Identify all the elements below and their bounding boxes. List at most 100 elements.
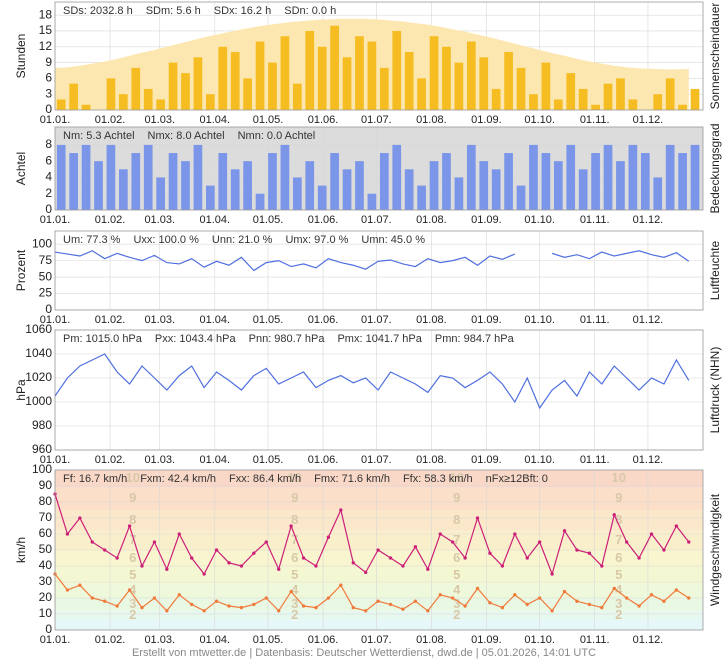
bar [342, 57, 352, 110]
beaufort-band [55, 487, 703, 510]
y-tick-label: 60 [39, 526, 53, 540]
y-axis-label: hPa [14, 379, 28, 401]
y-tick-label: 0 [45, 102, 52, 116]
y-tick-label: 6 [45, 71, 52, 85]
beaufort-label: 8 [129, 512, 136, 527]
bar [243, 78, 252, 110]
bar [81, 144, 91, 210]
y-tick-label: 25 [39, 286, 53, 300]
x-tick-label: 01.02. [95, 314, 126, 326]
y-tick-label: 980 [32, 418, 52, 432]
x-tick-label: 01.11. [580, 314, 610, 326]
bar [429, 36, 439, 110]
plot-background [55, 330, 703, 450]
beaufort-label: 2 [615, 607, 622, 622]
line [53, 492, 691, 576]
line [54, 353, 690, 410]
bar [442, 46, 451, 110]
stat-text: Ff: 16.7 km/h [63, 473, 127, 485]
x-tick-label: 01.06. [308, 114, 339, 126]
stat-text: Pm: 1015.0 hPa [63, 333, 143, 345]
x-tick-label: 01.07. [361, 214, 392, 226]
bar [479, 57, 489, 110]
side-label: Windgeschwindigkeit [708, 493, 722, 606]
beaufort-band [55, 470, 703, 488]
x-tick-label: 01.03. [144, 314, 175, 326]
bar [529, 94, 538, 110]
beaufort-label: 10 [450, 470, 464, 485]
bar [678, 153, 687, 210]
x-tick-label: 01.03. [144, 214, 175, 226]
x-tick-label: 01.02. [95, 114, 126, 126]
bar [230, 52, 240, 110]
beaufort-band [55, 583, 703, 598]
stat-text: SDn: 0.0 h [284, 5, 336, 17]
y-tick-label: 20 [39, 590, 53, 604]
y-tick-label: 1020 [25, 370, 52, 384]
bar [504, 153, 513, 210]
bar [516, 185, 526, 210]
x-tick-label: 01.01. [40, 634, 71, 646]
x-tick-label: 01.09. [471, 454, 502, 466]
beaufort-label: 9 [291, 490, 298, 505]
bar [578, 88, 588, 110]
beaufort-label: 2 [129, 607, 136, 622]
bar [529, 144, 538, 210]
beaufort-band [55, 510, 703, 531]
bar [106, 78, 116, 110]
bar [255, 41, 265, 111]
x-tick-label: 01.04. [199, 214, 230, 226]
stat-text: Uxx: 100.0 % [133, 234, 199, 246]
bar [379, 153, 389, 210]
y-tick-label: 80 [39, 494, 53, 508]
bar [553, 161, 563, 210]
x-tick-label: 01.02. [95, 634, 126, 646]
x-tick-label: 01.11. [580, 454, 610, 466]
x-tick-label: 01.11. [580, 114, 610, 126]
y-tick-label: 9 [45, 55, 52, 69]
bar [94, 161, 103, 210]
stat-text: Fxm: 42.4 km/h [140, 473, 216, 485]
x-tick-label: 01.10. [524, 454, 555, 466]
x-tick-label: 01.02. [95, 454, 126, 466]
beaufort-label: 9 [615, 490, 622, 505]
bar [442, 153, 451, 210]
x-tick-label: 01.07. [361, 114, 392, 126]
y-tick-label: 8 [45, 137, 52, 151]
stat-text: nFx≥12Bft: 0 [486, 473, 548, 485]
bar [355, 161, 364, 210]
bar [168, 62, 178, 110]
bar [429, 161, 439, 210]
bar [292, 83, 302, 110]
beaufort-label: 7 [615, 532, 622, 547]
x-tick-label: 01.11. [580, 214, 610, 226]
bar [690, 88, 700, 110]
beaufort-band [55, 550, 703, 568]
x-tick-label: 01.09. [471, 314, 502, 326]
beaufort-label: 4 [453, 582, 461, 597]
side-label: Luftdruck (NHN) [708, 347, 722, 434]
y-tick-label: 0 [45, 202, 52, 216]
y-tick-label: 1000 [25, 394, 52, 408]
bar [454, 62, 464, 110]
beaufort-band [55, 620, 703, 630]
stat-text: Pxx: 1043.4 hPa [155, 333, 237, 345]
x-tick-label: 01.05. [253, 314, 284, 326]
beaufort-label: 4 [291, 582, 299, 597]
x-tick-label: 01.03. [144, 114, 175, 126]
x-tick-label: 01.08. [416, 214, 447, 226]
bar [479, 161, 489, 210]
line [54, 250, 516, 272]
x-tick-label: 01.05. [253, 634, 284, 646]
y-tick-label: 50 [39, 269, 53, 283]
beaufort-label: 9 [129, 490, 136, 505]
x-tick-label: 01.04. [199, 114, 230, 126]
bar [553, 99, 563, 110]
x-tick-label: 01.07. [361, 314, 392, 326]
y-tick-label: 30 [39, 574, 53, 588]
bar [119, 94, 128, 110]
footer: Erstellt von mtwetter.de | Datenbasis: D… [132, 647, 596, 659]
x-tick-label: 01.09. [471, 634, 502, 646]
bar [404, 169, 414, 210]
y-tick-label: 100 [32, 462, 52, 476]
